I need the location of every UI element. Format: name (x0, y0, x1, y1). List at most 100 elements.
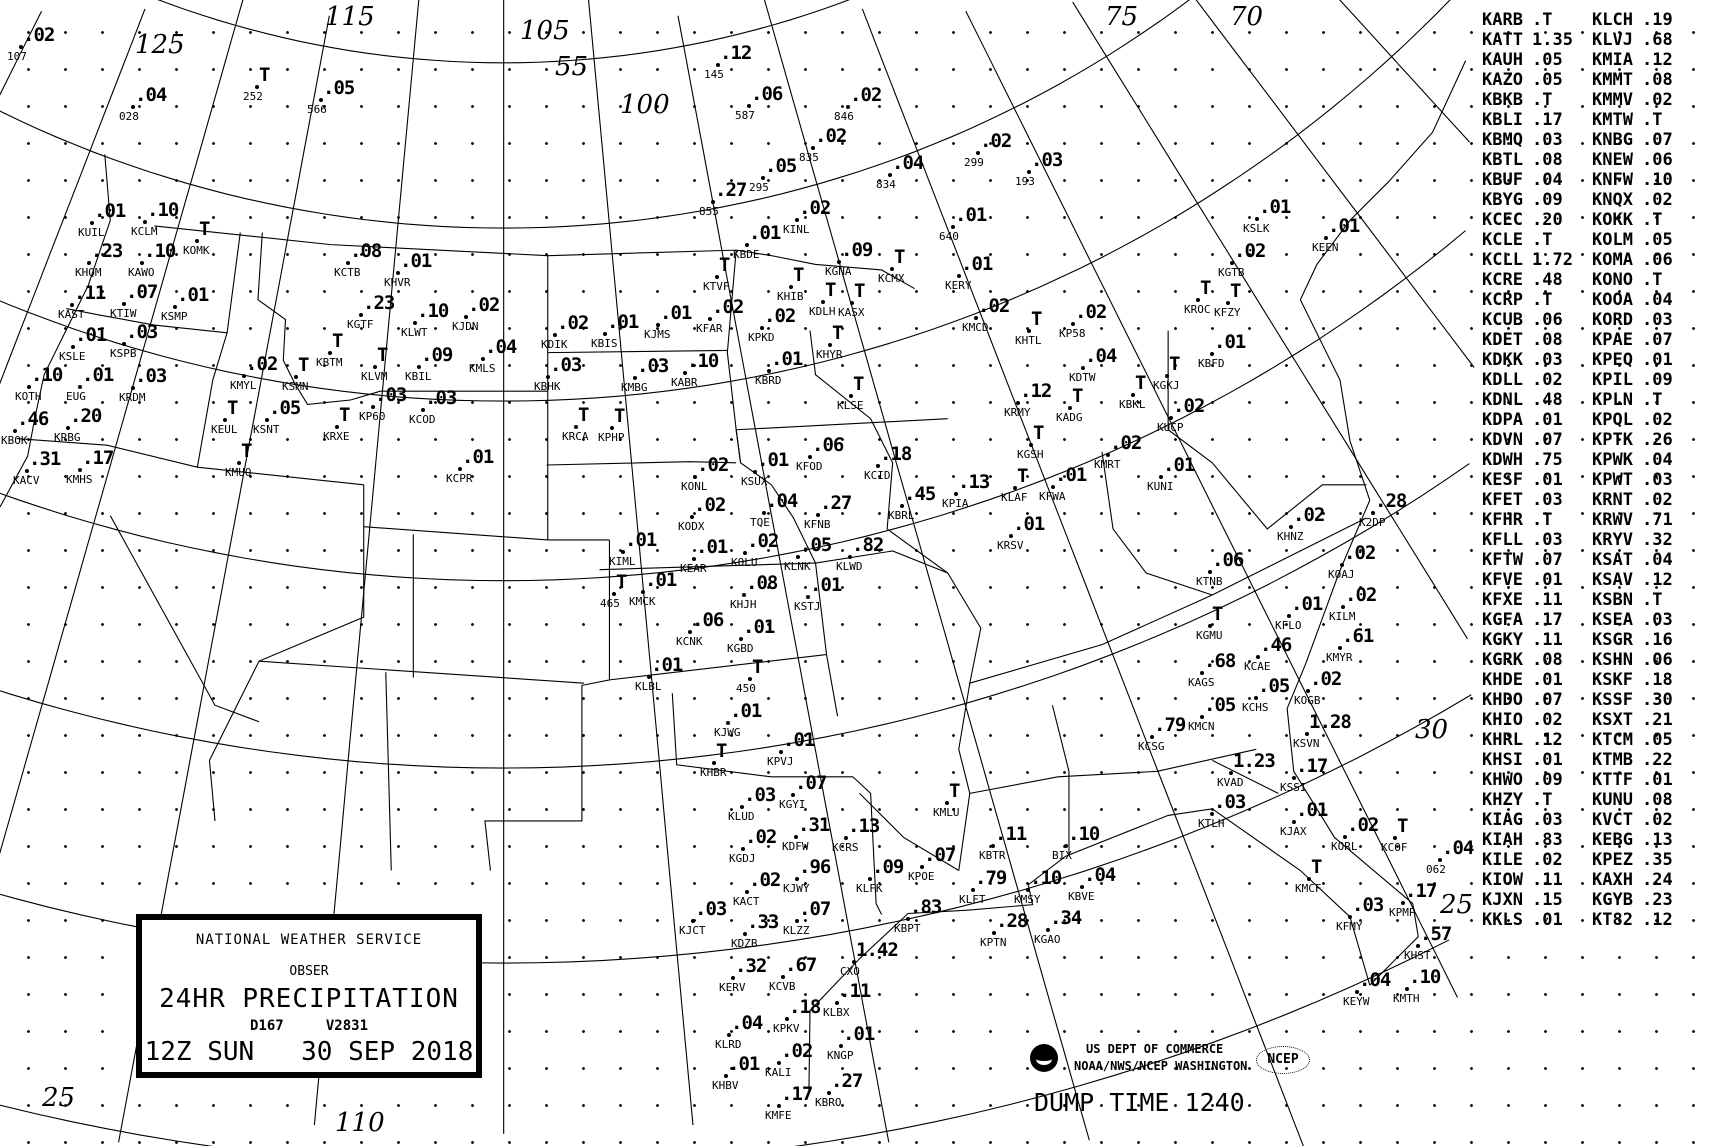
precip-value: .05 (1204, 694, 1236, 716)
precip-value: .02 (697, 454, 729, 476)
table-row: KHDO .07 KSSF .30 (1482, 690, 1722, 710)
precip-value: .02 (1310, 668, 1342, 690)
table-row: KDLL .02 KPIL .09 (1482, 370, 1722, 390)
precip-value: .01 (645, 569, 677, 591)
station-dot (740, 805, 744, 809)
station-id: KMUO (225, 466, 252, 479)
station-id: KPKD (748, 331, 775, 344)
station-id: KKLS (1482, 910, 1523, 930)
station-dot (781, 975, 785, 979)
precip-value: T (377, 344, 388, 366)
precip-value: .68 (1204, 650, 1236, 672)
station-id: KDPA (1482, 410, 1523, 430)
precip-value: .06 (812, 434, 844, 456)
boundary-line (1286, 60, 1467, 986)
station-id: KONO (1592, 270, 1633, 290)
station-value: .T (1532, 290, 1553, 310)
station-id: KBTL (1482, 150, 1523, 170)
station-dot (1230, 261, 1234, 265)
station-dot (131, 105, 135, 109)
table-row: KIAH .83 KEBG .13 (1482, 830, 1722, 850)
precip-value: .02 (850, 84, 882, 106)
station-dot (1287, 614, 1291, 618)
station-value: .11 (1532, 590, 1563, 610)
station-dot (796, 555, 800, 559)
station-id: KBDE (733, 248, 760, 261)
grid-label: 115 (325, 2, 375, 32)
longitude-line (0, 10, 43, 96)
station-dot (1026, 888, 1030, 892)
station-id: KFMY (1336, 920, 1363, 933)
station-id: KDFW (782, 840, 809, 853)
table-row: KKLS .01 KT82 .12 (1482, 910, 1722, 930)
table-row: KFVE .01 KSAV .12 (1482, 570, 1722, 590)
precip-value: .10 (144, 240, 176, 262)
station-id: KPIA (942, 497, 969, 510)
precip-value: T (1135, 372, 1146, 394)
station-dot (143, 220, 147, 224)
precip-value: .05 (269, 397, 301, 419)
precip-value: .02 (749, 869, 781, 891)
precip-value: .28 (1375, 490, 1407, 512)
precip-value: .01 (843, 1023, 875, 1045)
station-id: KDET (1482, 330, 1523, 350)
table-row: KFHR .T KRWV .71 (1482, 510, 1722, 530)
station-id: BIX (1052, 849, 1072, 862)
table-row: KFET .03 KRNT .02 (1482, 490, 1722, 510)
precip-value: .02 (764, 305, 796, 327)
station-id: KDIK (541, 338, 568, 351)
latitude-line (0, 939, 1450, 1146)
station-dot (1027, 170, 1031, 174)
station-dot (1159, 475, 1163, 479)
station-dot (140, 261, 144, 265)
station-dot (328, 351, 332, 355)
station-id: KMCK (629, 595, 656, 608)
station-value: .03 (1532, 810, 1563, 830)
station-dot (1080, 885, 1084, 889)
precip-value: .83 (910, 896, 942, 918)
station-list-table: KARB .T KLCH .19 KATT 1.35 KLVJ .68 KAUH .05 KMIA.… (1482, 10, 1722, 930)
station-id: KBLI (1482, 110, 1523, 130)
precip-value: T (949, 780, 960, 802)
station-value: .48 (1532, 390, 1563, 410)
station-id: KSTJ (794, 600, 821, 613)
station-id: KADG (1056, 411, 1083, 424)
station-id: KBIL (405, 370, 432, 383)
precip-value: .13 (848, 815, 880, 837)
station-id: KGKJ (1153, 379, 1180, 392)
station-id: KAZO (1482, 70, 1523, 90)
station-dot (413, 321, 417, 325)
station-id: KCTB (334, 266, 361, 279)
precip-value: T (1031, 308, 1042, 330)
station-id: KBFD (1198, 357, 1225, 370)
station-id: KBTR (979, 849, 1006, 862)
table-row: KHRL .12 KTCM .05 (1482, 730, 1722, 750)
precip-value: .12 (1020, 380, 1052, 402)
boundary-line (259, 660, 585, 684)
station-id: KMIA (1592, 50, 1633, 70)
station-dot (1169, 416, 1173, 420)
station-id: KRXE (323, 430, 350, 443)
station-dot (683, 371, 687, 375)
precip-value: .23 (363, 292, 395, 314)
station-id: KOGB (1294, 694, 1321, 707)
station-value: .71 (1642, 510, 1673, 530)
station-value: .24 (1642, 870, 1673, 890)
station-id: 107 (7, 50, 27, 63)
station-value: .06 (1532, 310, 1563, 330)
grid-label: 125 (135, 30, 185, 60)
station-id: KCRE (1482, 270, 1523, 290)
station-id: KHWO (1482, 770, 1523, 790)
station-id: KFNB (804, 518, 831, 531)
station-id: KDKK (1482, 350, 1523, 370)
station-dot (690, 515, 694, 519)
station-value: .02 (1642, 90, 1673, 110)
station-id: KOLU (731, 556, 758, 569)
station-id: KAUH (1482, 50, 1523, 70)
station-value: .68 (1642, 30, 1673, 50)
station-id: KSAT (1592, 550, 1633, 570)
station-dot (1013, 486, 1017, 490)
station-value: .05 (1642, 230, 1673, 250)
station-id: KPTK (1592, 430, 1633, 450)
station-id: KPMP (1389, 906, 1416, 919)
